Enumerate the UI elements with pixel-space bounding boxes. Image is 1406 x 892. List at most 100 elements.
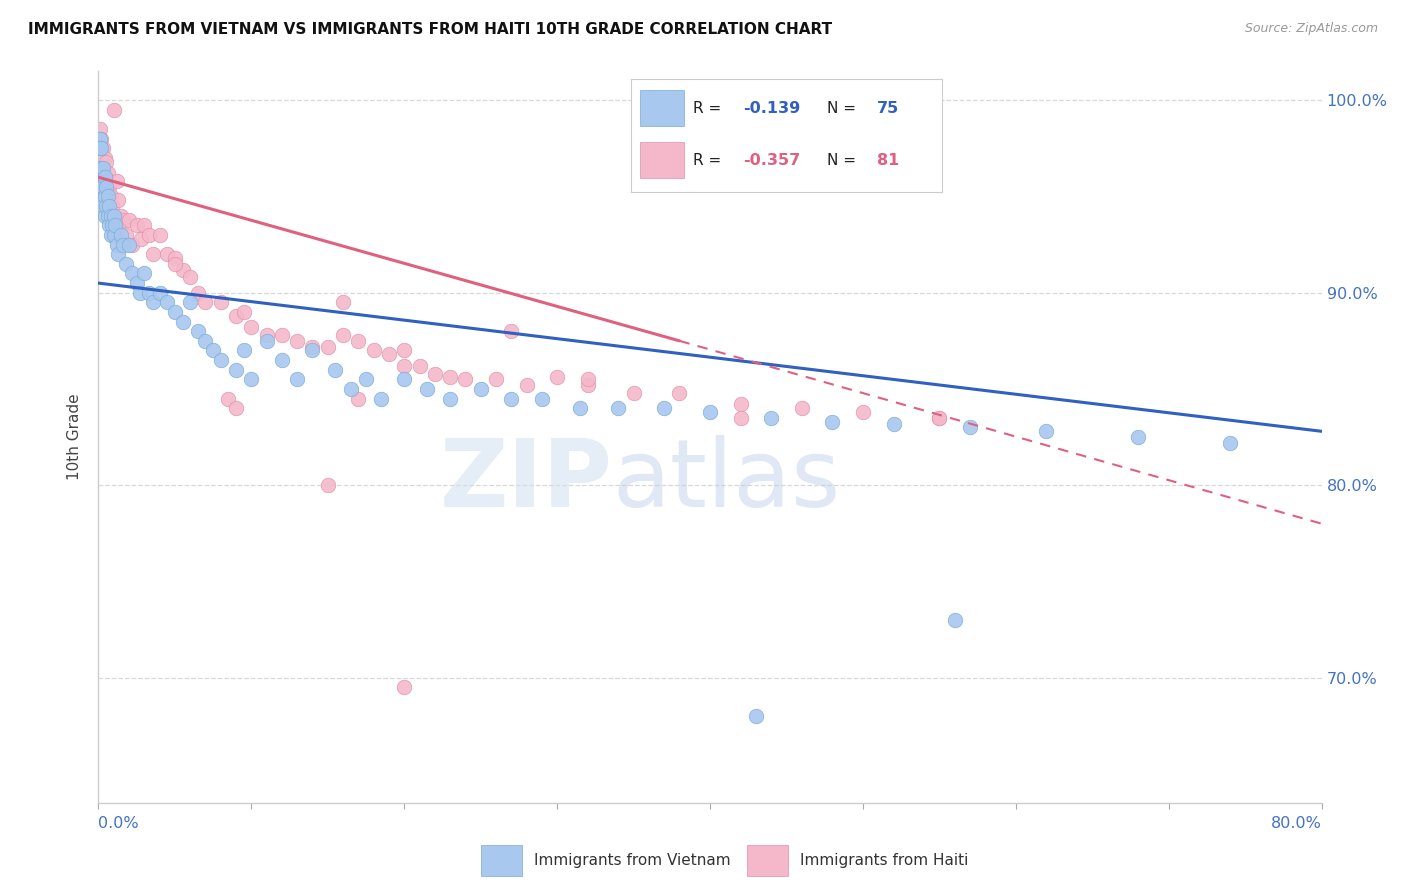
Y-axis label: 10th Grade: 10th Grade [67, 393, 83, 481]
Point [339, 382, 361, 396]
Point [121, 267, 143, 281]
Point [93, 179, 115, 194]
Text: 80.0%: 80.0% [1271, 816, 1322, 831]
Point [576, 378, 599, 392]
Point [89, 161, 111, 175]
Point [104, 227, 127, 242]
Point [209, 353, 232, 368]
Point [217, 392, 239, 406]
Point [149, 227, 172, 242]
Point [149, 285, 172, 300]
Point [301, 340, 323, 354]
Point [98, 179, 121, 194]
Point [89, 141, 111, 155]
Point [163, 305, 186, 319]
Point [699, 405, 721, 419]
Point [93, 151, 115, 165]
Point [103, 227, 125, 242]
Point [256, 328, 278, 343]
Point [142, 247, 165, 261]
Point [90, 161, 112, 175]
Text: Immigrants from Haiti: Immigrants from Haiti [800, 854, 969, 868]
Point [97, 189, 120, 203]
Point [118, 212, 141, 227]
Point [325, 362, 347, 376]
Point [90, 179, 112, 194]
Point [172, 262, 194, 277]
Point [138, 227, 160, 242]
Point [354, 372, 377, 386]
Point [118, 237, 141, 252]
Point [790, 401, 813, 416]
Point [668, 170, 690, 185]
Point [1128, 430, 1150, 444]
Point [439, 392, 461, 406]
Point [240, 320, 263, 334]
Point [928, 410, 950, 425]
Point [100, 227, 122, 242]
Point [202, 343, 225, 358]
Point [187, 285, 209, 300]
Point [121, 237, 143, 252]
Point [125, 276, 148, 290]
Point [172, 315, 194, 329]
Text: IMMIGRANTS FROM VIETNAM VS IMMIGRANTS FROM HAITI 10TH GRADE CORRELATION CHART: IMMIGRANTS FROM VIETNAM VS IMMIGRANTS FR… [28, 22, 832, 37]
Point [370, 392, 392, 406]
Point [569, 401, 592, 416]
Point [94, 179, 117, 194]
Point [107, 247, 129, 261]
Point [1219, 435, 1241, 450]
Point [501, 324, 523, 338]
Point [138, 285, 160, 300]
Text: Source: ZipAtlas.com: Source: ZipAtlas.com [1244, 22, 1378, 36]
Point [852, 405, 875, 419]
Point [225, 401, 247, 416]
Bar [481, 846, 522, 876]
Text: ZIP: ZIP [439, 435, 612, 527]
Point [392, 359, 416, 373]
Point [134, 219, 156, 233]
Point [439, 370, 461, 384]
Point [128, 285, 150, 300]
Point [347, 334, 370, 348]
Point [516, 378, 538, 392]
Point [94, 179, 117, 194]
Point [101, 199, 124, 213]
Point [256, 334, 278, 348]
Point [1035, 425, 1057, 439]
Point [104, 219, 127, 233]
Point [454, 372, 477, 386]
Point [105, 237, 128, 252]
Point [745, 709, 768, 723]
Point [90, 141, 112, 155]
Point [285, 372, 308, 386]
Point [93, 209, 115, 223]
Point [125, 219, 148, 233]
Point [416, 382, 439, 396]
Point [101, 219, 124, 233]
Point [668, 385, 690, 400]
Point [225, 362, 247, 376]
Point [485, 372, 508, 386]
Point [928, 410, 950, 425]
Point [501, 392, 523, 406]
Point [392, 343, 416, 358]
Point [90, 132, 112, 146]
Point [115, 227, 138, 242]
Point [232, 343, 254, 358]
Point [94, 154, 117, 169]
Point [97, 189, 120, 203]
Point [105, 174, 128, 188]
Point [423, 367, 446, 381]
Point [209, 295, 232, 310]
Point [101, 219, 124, 233]
Point [91, 179, 114, 194]
Point [115, 257, 138, 271]
Text: atlas: atlas [612, 435, 841, 527]
Point [240, 372, 263, 386]
Point [89, 132, 111, 146]
Point [530, 392, 553, 406]
Bar [747, 846, 787, 876]
Point [98, 219, 121, 233]
Point [316, 478, 339, 492]
